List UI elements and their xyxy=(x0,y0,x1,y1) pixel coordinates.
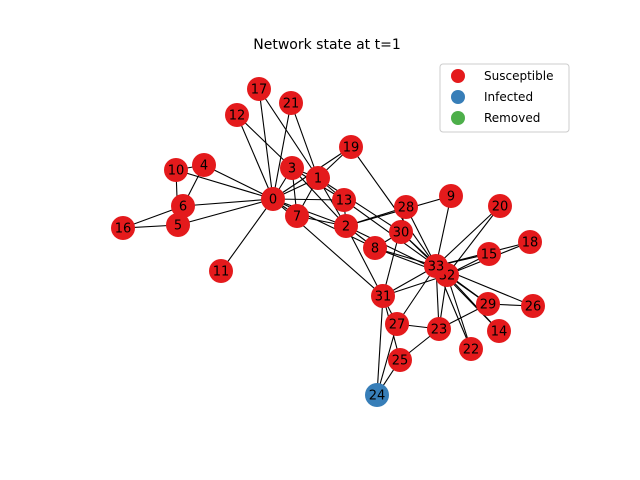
node-label-12: 12 xyxy=(229,109,246,124)
node-label-27: 27 xyxy=(389,318,406,333)
node-21 xyxy=(279,91,303,115)
node-label-10: 10 xyxy=(168,164,185,179)
node-24 xyxy=(365,383,389,407)
edge-0-6 xyxy=(182,198,274,207)
node-label-7: 7 xyxy=(293,210,301,225)
node-label-1: 1 xyxy=(314,172,322,187)
edge-22-32 xyxy=(446,274,472,350)
node-16 xyxy=(111,216,135,240)
node-label-9: 9 xyxy=(447,190,455,205)
edge-3-12 xyxy=(236,114,293,169)
node-7 xyxy=(285,204,309,228)
node-label-18: 18 xyxy=(522,236,539,251)
node-2 xyxy=(334,214,358,238)
node-6 xyxy=(171,194,195,218)
edge-24-31 xyxy=(376,295,384,396)
legend: Susceptible Infected Removed xyxy=(439,63,570,133)
node-label-24: 24 xyxy=(369,389,386,404)
node-29 xyxy=(476,292,500,316)
node-label-21: 21 xyxy=(283,97,300,112)
node-label-33: 33 xyxy=(428,260,445,275)
node-label-14: 14 xyxy=(491,325,508,340)
node-28 xyxy=(394,195,418,219)
legend-label-susceptible: Susceptible xyxy=(484,69,553,83)
node-label-16: 16 xyxy=(115,222,132,237)
edge-1-17 xyxy=(258,88,319,179)
legend-frame xyxy=(439,63,570,133)
node-30 xyxy=(389,220,413,244)
edge-1-21 xyxy=(290,102,319,179)
node-31 xyxy=(371,284,395,308)
node-label-30: 30 xyxy=(393,226,410,241)
node-label-26: 26 xyxy=(525,300,542,315)
node-8 xyxy=(363,236,387,260)
node-1 xyxy=(306,166,330,190)
node-label-13: 13 xyxy=(336,194,353,209)
node-20 xyxy=(488,194,512,218)
legend-label-removed: Removed xyxy=(484,111,540,125)
edge-0-5 xyxy=(177,198,274,226)
edge-19-33 xyxy=(350,146,437,267)
node-9 xyxy=(439,184,463,208)
node-3 xyxy=(280,156,304,180)
node-33 xyxy=(424,254,448,278)
node-5 xyxy=(166,213,190,237)
edge-2-27 xyxy=(345,225,398,325)
node-15 xyxy=(477,242,501,266)
node-label-2: 2 xyxy=(342,220,350,235)
node-19 xyxy=(339,135,363,159)
edge-0-11 xyxy=(220,198,274,272)
edge-1-30 xyxy=(317,177,402,233)
node-label-0: 0 xyxy=(269,193,277,208)
node-label-6: 6 xyxy=(179,200,187,215)
node-25 xyxy=(388,348,412,372)
node-label-20: 20 xyxy=(492,200,509,215)
node-label-3: 3 xyxy=(288,162,296,177)
node-23 xyxy=(427,317,451,341)
node-22 xyxy=(459,337,483,361)
edge-0-4 xyxy=(203,164,274,200)
edge-0-21 xyxy=(272,102,292,200)
edge-2-3 xyxy=(291,167,347,227)
node-10 xyxy=(164,158,188,182)
node-label-8: 8 xyxy=(371,242,379,257)
node-13 xyxy=(332,188,356,212)
node-label-17: 17 xyxy=(251,83,268,98)
node-label-19: 19 xyxy=(343,141,360,156)
edge-20-32 xyxy=(446,205,501,276)
legend-label-infected: Infected xyxy=(484,90,533,104)
node-label-4: 4 xyxy=(200,159,208,174)
node-label-22: 22 xyxy=(463,343,480,358)
node-12 xyxy=(225,103,249,127)
node-label-5: 5 xyxy=(174,219,182,234)
node-label-25: 25 xyxy=(392,354,409,369)
node-label-31: 31 xyxy=(375,290,392,305)
edge-20-33 xyxy=(435,205,501,267)
node-label-15: 15 xyxy=(481,248,498,263)
node-label-23: 23 xyxy=(431,323,448,338)
edge-0-10 xyxy=(175,169,274,200)
node-18 xyxy=(518,230,542,254)
node-26 xyxy=(521,294,545,318)
node-27 xyxy=(385,312,409,336)
legend-marker-infected xyxy=(451,90,465,104)
node-17 xyxy=(247,77,271,101)
edge-0-17 xyxy=(258,88,274,200)
edge-0-2 xyxy=(272,198,347,227)
legend-marker-susceptible xyxy=(451,69,465,83)
node-label-28: 28 xyxy=(398,201,415,216)
chart-title: Network state at t=1 xyxy=(253,37,400,53)
node-0 xyxy=(261,187,285,211)
node-label-29: 29 xyxy=(480,298,497,313)
node-4 xyxy=(192,153,216,177)
edge-0-12 xyxy=(236,114,274,200)
node-14 xyxy=(487,319,511,343)
node-layer: 0123456789101112131415161718192021222324… xyxy=(111,77,545,407)
legend-marker-removed xyxy=(451,111,465,125)
node-11 xyxy=(209,259,233,283)
node-label-11: 11 xyxy=(213,265,230,280)
